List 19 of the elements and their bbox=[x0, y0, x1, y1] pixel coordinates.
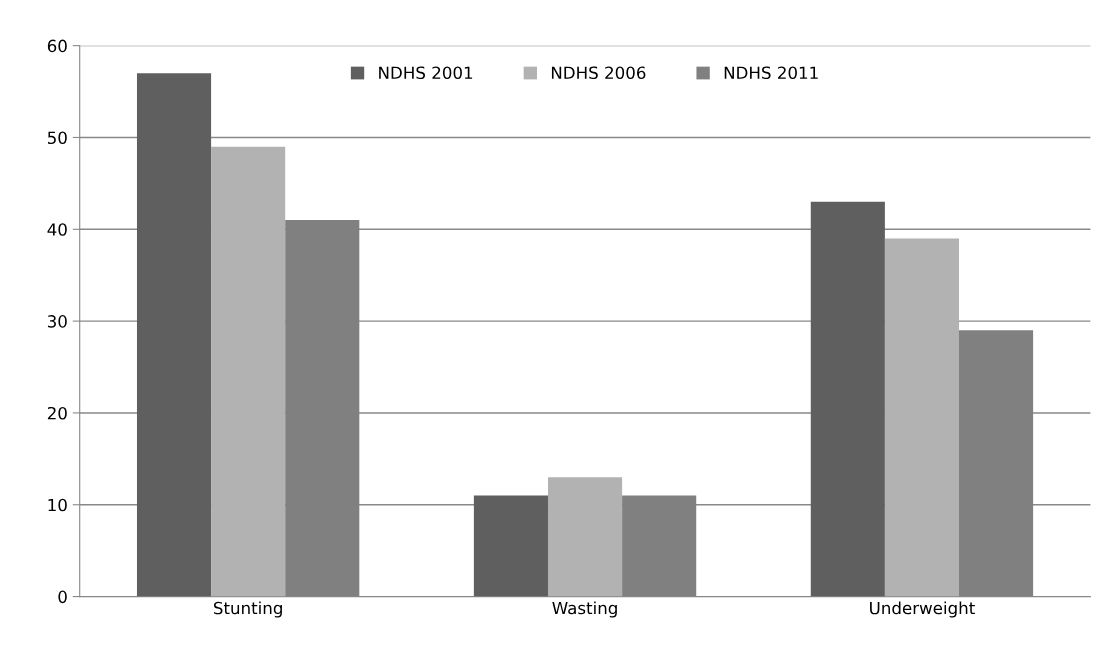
legend-label: NDHS 2006 bbox=[551, 66, 646, 80]
y-tick-label: 10 bbox=[48, 498, 67, 512]
y-tick-label: 60 bbox=[47, 39, 67, 53]
bar bbox=[884, 238, 960, 597]
y-tick-label: 30 bbox=[47, 315, 67, 328]
y-tick-label: 40 bbox=[47, 223, 67, 236]
bar bbox=[473, 495, 548, 597]
bar bbox=[211, 146, 286, 597]
y-tick-label: 20 bbox=[47, 406, 67, 420]
x-tick-label: Stunting bbox=[213, 601, 282, 618]
y-tick-label: 50 bbox=[47, 131, 67, 145]
bar bbox=[547, 477, 623, 597]
bar bbox=[136, 73, 212, 597]
x-tick-label: Underweight bbox=[870, 601, 975, 618]
x-tick-label: Wasting bbox=[552, 601, 617, 618]
bar bbox=[810, 201, 885, 597]
legend-label: NDHS 2001 bbox=[379, 66, 473, 80]
legend-label: NDHS 2011 bbox=[724, 66, 818, 80]
y-tick-label: 0 bbox=[58, 590, 67, 604]
